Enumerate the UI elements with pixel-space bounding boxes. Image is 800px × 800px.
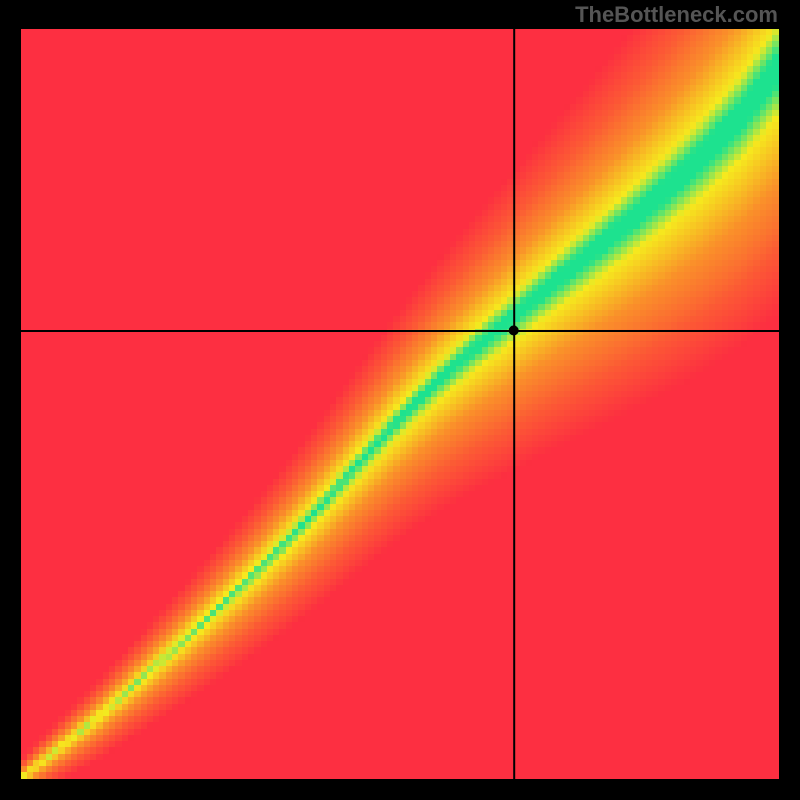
chart-container: TheBottleneck.com	[0, 0, 800, 800]
bottleneck-heatmap	[21, 29, 779, 779]
watermark-text: TheBottleneck.com	[575, 2, 778, 28]
